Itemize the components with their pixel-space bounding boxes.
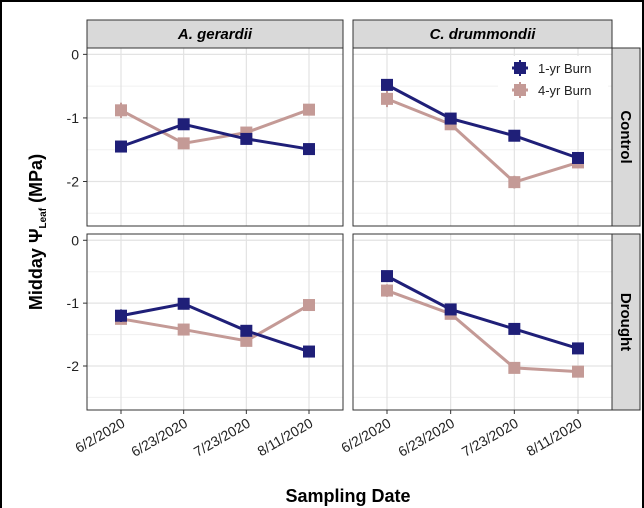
panel-a-gerardii-drought [86, 233, 344, 411]
series-1-yr-burn [381, 78, 584, 164]
x-tick-label: 7/23/2020 [459, 415, 521, 460]
data-point-1-yr-burn [508, 322, 521, 335]
data-point-1-yr-burn [115, 309, 127, 322]
data-point-1-yr-burn [572, 151, 584, 164]
panel-border [86, 233, 344, 411]
facet-strip-label-a-gerardii: A. gerardii [177, 26, 253, 43]
series-1-yr-burn [115, 118, 315, 156]
legend-key-1-yr-burn [514, 62, 526, 74]
y-axis-title-subscript: Leaf [38, 207, 49, 228]
series-line-4-yr-burn [120, 108, 310, 145]
x-tick-label: 6/23/2020 [128, 415, 190, 460]
panel-c-drummondii-drought [352, 233, 613, 411]
y-tick-label: -2 [67, 358, 80, 374]
row-strip-label-drought: Drought [617, 293, 634, 351]
x-tick-label: 6/23/2020 [395, 415, 457, 460]
panel-border [352, 47, 613, 227]
y-tick-label: 0 [71, 232, 79, 248]
data-point-1-yr-burn [381, 78, 393, 91]
y-tick-label: -1 [67, 295, 80, 311]
legend-label-1-yr-burn: 1-yr Burn [538, 61, 591, 76]
data-point-4-yr-burn [381, 284, 393, 297]
x-tick-label: 6/2/2020 [72, 415, 127, 456]
data-point-1-yr-burn [177, 118, 190, 131]
data-point-1-yr-burn [381, 270, 393, 283]
series-1-yr-burn [115, 297, 315, 358]
series-1-yr-burn [381, 270, 584, 355]
panel-a-gerardii-control [86, 47, 344, 227]
data-point-4-yr-burn [572, 365, 584, 378]
panel-border [352, 233, 613, 411]
x-tick-label: 6/2/2020 [338, 415, 393, 456]
data-point-1-yr-burn [444, 112, 457, 125]
row-strip-label-control: Control [617, 110, 634, 163]
data-point-1-yr-burn [303, 143, 315, 156]
data-point-4-yr-burn [508, 361, 521, 374]
legend-key-4-yr-burn [514, 84, 526, 96]
y-axis-title: Midday ΨLeaf (MPa) [26, 154, 49, 310]
series-line-1-yr-burn [386, 274, 579, 350]
series-4-yr-burn [381, 284, 584, 378]
legend-label-4-yr-burn: 4-yr Burn [538, 83, 591, 98]
panel-background [87, 234, 343, 410]
data-point-4-yr-burn [240, 334, 253, 347]
series-line-4-yr-burn [386, 97, 579, 184]
data-point-4-yr-burn [381, 92, 393, 105]
legend: 1-yr Burn 4-yr Burn [498, 56, 608, 100]
x-tick-label: 8/11/2020 [254, 415, 315, 460]
data-point-1-yr-burn [444, 303, 457, 316]
series-line-4-yr-burn [120, 303, 310, 343]
series-line-1-yr-burn [120, 122, 310, 151]
y-tick-label: 0 [71, 46, 79, 62]
data-point-1-yr-burn [240, 132, 253, 145]
y-axis-title-main: Midday Ψ [26, 228, 46, 310]
data-point-4-yr-burn [115, 104, 127, 117]
x-axis-title: Sampling Date [285, 486, 410, 506]
series-line-1-yr-burn [120, 302, 310, 353]
facet-strip-label-c-drummondii: C. drummondii [430, 26, 537, 43]
series-line-4-yr-burn [386, 289, 579, 374]
data-point-4-yr-burn [177, 323, 190, 336]
data-point-4-yr-burn [508, 176, 521, 189]
data-point-4-yr-burn [303, 103, 315, 116]
panel-border [86, 47, 344, 227]
data-point-1-yr-burn [240, 324, 253, 337]
data-point-1-yr-burn [115, 140, 127, 153]
y-axis-title-unit: (MPa) [26, 154, 46, 208]
row-strip-control [611, 47, 641, 227]
data-point-1-yr-burn [572, 342, 584, 355]
panel-background [353, 234, 612, 410]
x-tick-label: 8/11/2020 [523, 415, 584, 460]
y-tick-label: -2 [67, 174, 80, 190]
data-point-4-yr-burn [177, 137, 190, 150]
data-point-4-yr-burn [303, 299, 315, 312]
data-point-1-yr-burn [303, 345, 315, 358]
x-tick-label: 7/23/2020 [191, 415, 253, 460]
row-strip-drought [611, 233, 641, 411]
series-line-1-yr-burn [386, 83, 579, 160]
y-tick-label: -1 [67, 110, 80, 126]
data-point-1-yr-burn [177, 297, 190, 310]
data-point-1-yr-burn [508, 129, 521, 142]
facet-strip-c-drummondii [352, 19, 613, 49]
